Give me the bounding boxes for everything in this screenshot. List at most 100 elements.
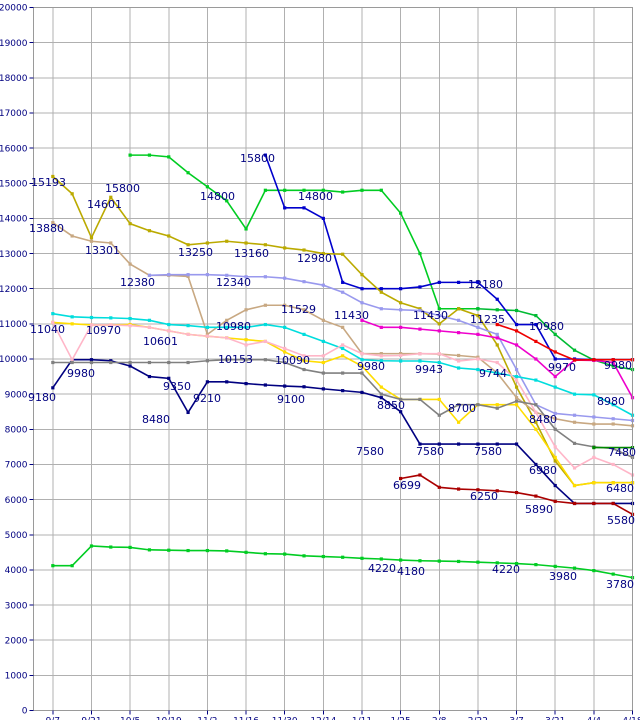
- y-axis-tick-label: 13000: [0, 250, 28, 260]
- series-point: [514, 308, 519, 313]
- series-point: [437, 280, 441, 284]
- data-point-label: 12380: [120, 276, 155, 289]
- series-point: [495, 403, 499, 407]
- series-point: [205, 325, 209, 329]
- series-point: [572, 441, 577, 445]
- series-point: [70, 315, 74, 319]
- series-point: [321, 339, 325, 344]
- series-point: [186, 332, 190, 336]
- series-point: [399, 410, 403, 414]
- series-point: [186, 273, 190, 277]
- x-axis-tick-label: 10/5: [120, 717, 140, 720]
- series-point: [457, 280, 461, 284]
- series-point: [514, 396, 519, 400]
- series-point: [553, 564, 557, 568]
- series-point: [592, 501, 596, 506]
- y-axis-tick-label: 16000: [0, 144, 28, 154]
- x-axis-tick-label: 12/14: [310, 717, 336, 720]
- series-point: [572, 413, 577, 417]
- series-point: [341, 280, 345, 284]
- data-point-label: 9350: [163, 380, 191, 393]
- series-point: [70, 564, 74, 568]
- series-point: [476, 280, 480, 284]
- series-point: [611, 447, 615, 451]
- series-point: [283, 325, 287, 329]
- series-point: [341, 354, 345, 358]
- series-point: [476, 403, 480, 407]
- series-point: [476, 442, 480, 446]
- series-point: [89, 236, 94, 240]
- series-point: [437, 329, 441, 333]
- data-point-label: 6480: [606, 482, 634, 495]
- series-point: [360, 364, 364, 368]
- series-point: [399, 287, 403, 291]
- series-point: [476, 357, 480, 361]
- series-point: [283, 552, 287, 556]
- series-point: [553, 445, 557, 449]
- series-point: [379, 557, 383, 561]
- series-point: [418, 285, 422, 289]
- series-point: [572, 466, 577, 470]
- series-point: [553, 411, 557, 416]
- series-point: [360, 301, 364, 305]
- series-point: [263, 358, 267, 362]
- series-point: [592, 358, 596, 362]
- series-point: [534, 403, 538, 407]
- y-axis-tick-label: 11000: [0, 320, 28, 330]
- series-point: [205, 548, 209, 553]
- series-point: [514, 322, 519, 327]
- series-point: [244, 343, 248, 347]
- series-point: [437, 313, 441, 318]
- series-point: [592, 569, 596, 573]
- data-point-label: 9210: [193, 392, 221, 405]
- data-point-label: 4220: [368, 562, 396, 575]
- data-point-label: 10980: [216, 320, 251, 333]
- series-point: [302, 385, 306, 389]
- series-point: [186, 410, 190, 415]
- series-point: [321, 188, 325, 192]
- data-point-label: 15800: [105, 182, 140, 195]
- data-point-label: 9943: [415, 363, 443, 376]
- series-point: [225, 336, 229, 340]
- series-point: [70, 360, 74, 365]
- series-point: [495, 322, 499, 327]
- series-point: [399, 558, 403, 562]
- series-point: [70, 358, 74, 362]
- x-axis-tick-label: 1/25: [391, 717, 411, 720]
- data-point-label: 11529: [281, 303, 316, 316]
- series-point: [611, 462, 615, 467]
- data-point-label: 5890: [525, 503, 553, 516]
- series-point: [476, 560, 480, 564]
- data-point-label: 10970: [86, 324, 121, 337]
- series-point: [476, 488, 480, 492]
- series-point: [89, 239, 94, 243]
- series-point: [205, 332, 209, 336]
- series-point: [534, 357, 538, 361]
- y-axis-tick-label: 19000: [0, 39, 28, 49]
- x-axis-tick-label: 1/11: [352, 717, 372, 720]
- series-point: [534, 378, 538, 382]
- series-point: [514, 403, 519, 407]
- data-point-label: 15193: [31, 176, 66, 189]
- data-point-label: 11430: [334, 309, 369, 322]
- series-point: [147, 548, 152, 552]
- series-point: [553, 332, 557, 336]
- series-point: [302, 354, 306, 358]
- series-point: [379, 307, 383, 311]
- series-point: [244, 325, 248, 329]
- series-point: [147, 360, 152, 365]
- series-point: [360, 352, 364, 356]
- series-point: [514, 374, 519, 379]
- series-point: [341, 343, 345, 347]
- series-point: [399, 325, 403, 329]
- data-point-label: 9980: [357, 360, 385, 373]
- series-point: [379, 385, 383, 389]
- series-point: [225, 199, 229, 203]
- series-point: [553, 350, 557, 354]
- series-point: [186, 171, 190, 175]
- series-point: [205, 185, 209, 189]
- series-point: [283, 276, 287, 280]
- series-point: [225, 325, 229, 329]
- series-point: [553, 483, 557, 488]
